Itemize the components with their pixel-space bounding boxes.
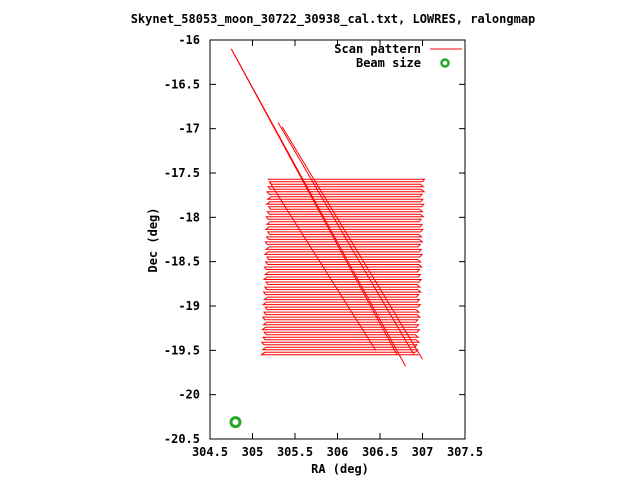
x-tick-label: 305.5 xyxy=(277,445,313,459)
x-axis-label: RA (deg) xyxy=(311,462,369,476)
y-tick-label: -19.5 xyxy=(164,343,200,357)
y-tick-label: -18.5 xyxy=(164,255,200,269)
y-tick-label: -16.5 xyxy=(164,77,200,91)
y-tick-label: -18 xyxy=(178,210,200,224)
plot-area xyxy=(229,48,426,429)
legend-label-beam-size: Beam size xyxy=(356,56,421,70)
x-tick-label: 307.5 xyxy=(447,445,483,459)
x-axis: 304.5 305 305.5 306 306.5 307 307.5 xyxy=(192,40,483,459)
y-axis-label: Dec (deg) xyxy=(146,207,160,272)
scan-slew-line xyxy=(230,48,398,356)
scan-raster-line xyxy=(260,178,426,356)
y-axis: -16 -16.5 -17 -17.5 -18 -18.5 -19 -19.5 -20 -20.5 xyxy=(164,33,465,446)
y-tick-label: -20 xyxy=(178,388,200,402)
x-tick-label: 304.5 xyxy=(192,445,228,459)
y-tick-label: -20.5 xyxy=(164,432,200,446)
y-tick-label: -16 xyxy=(178,33,200,47)
scan-slew-line xyxy=(281,126,423,360)
y-tick-label: -17 xyxy=(178,122,200,136)
beam-size-marker xyxy=(229,416,242,429)
legend-marker-beam-size xyxy=(440,58,450,68)
legend: Scan pattern Beam size xyxy=(334,42,462,70)
y-tick-label: -17.5 xyxy=(164,166,200,180)
scan-slew-line xyxy=(277,122,415,356)
legend-label-scan-pattern: Scan pattern xyxy=(334,42,421,56)
x-tick-label: 307 xyxy=(412,445,434,459)
scan-slew-line xyxy=(269,181,377,351)
x-tick-label: 305 xyxy=(242,445,264,459)
x-tick-label: 306.5 xyxy=(362,445,398,459)
x-tick-label: 306 xyxy=(327,445,349,459)
chart-title: Skynet_58053_moon_30722_30938_cal.txt, L… xyxy=(131,12,536,27)
y-tick-label: -19 xyxy=(178,299,200,313)
